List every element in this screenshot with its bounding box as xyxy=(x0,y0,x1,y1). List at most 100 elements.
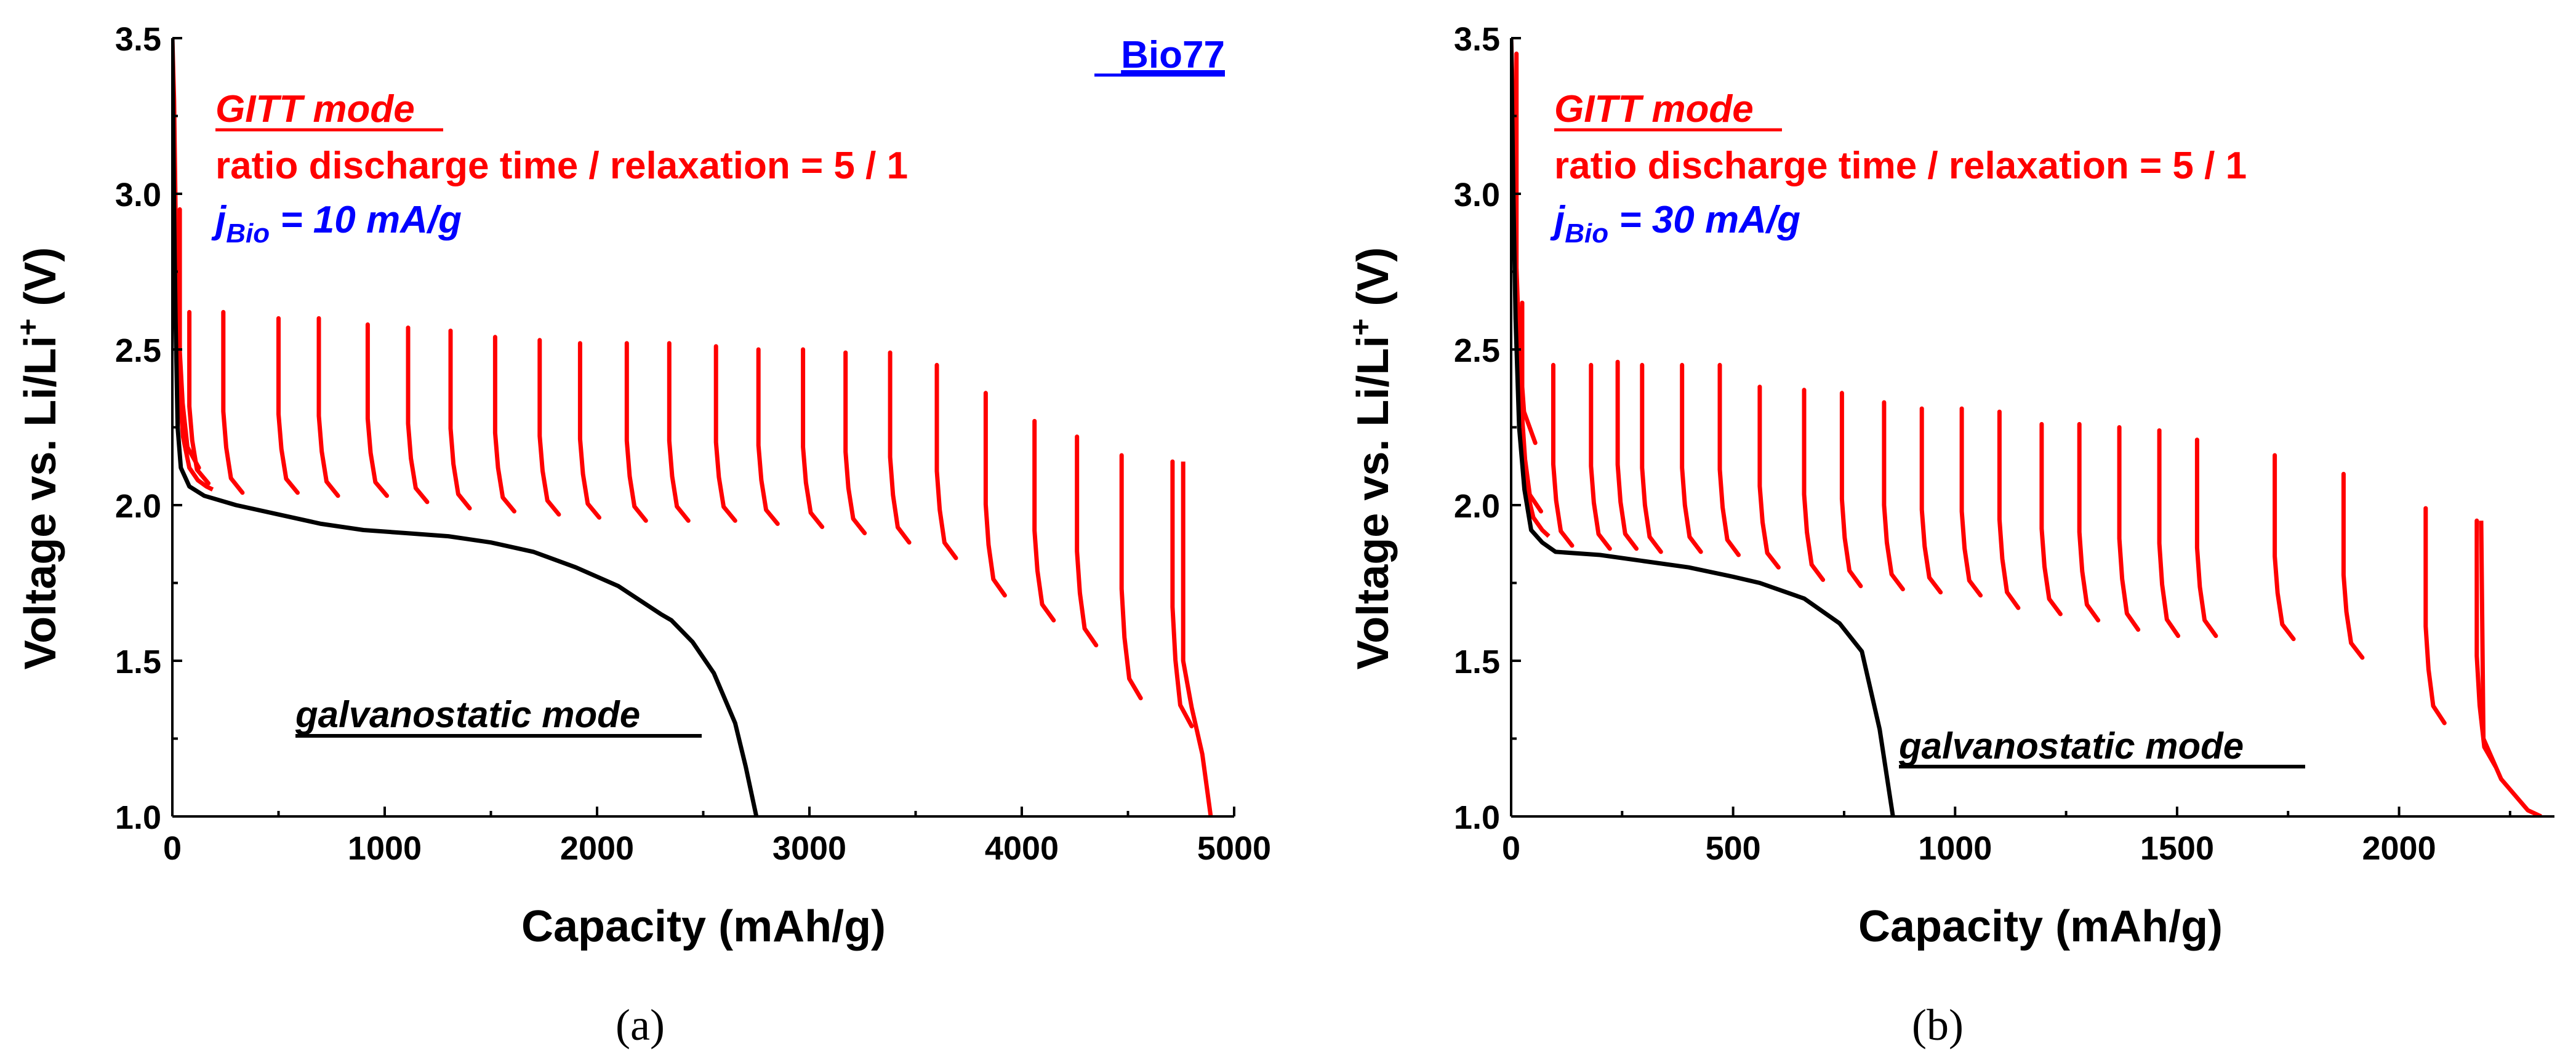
y-axis-title-unit: (V) xyxy=(16,247,65,319)
current-density-label: jBio = 30 mA/g xyxy=(1550,199,1800,249)
gitt-pulse-18 xyxy=(934,362,958,560)
y-tick-label: 3.5 xyxy=(115,21,161,58)
y-tick-label: 2.0 xyxy=(1454,488,1500,525)
gitt-tail-curve xyxy=(2479,521,2542,816)
gitt-pulse-6 xyxy=(406,325,430,505)
gitt-pulse-21 xyxy=(2341,471,2365,660)
gitt-pulse-9 xyxy=(1802,388,1826,582)
j-value: = 10 mA/g xyxy=(270,199,462,241)
x-tick-label: 5000 xyxy=(1197,830,1271,867)
gitt-pulse-20 xyxy=(2273,453,2296,642)
panel-a-axes: 0 1000 2000 3000 4000 5000 1.0 1.5 2.0 2.5 3.0 3.5 xyxy=(115,21,1271,867)
galvanostatic-label: galvanostatic mode xyxy=(1898,725,2244,767)
y-axis-title-sup: + xyxy=(12,319,45,336)
y-axis-title-main: Voltage vs. Li/Li xyxy=(16,336,65,670)
x-tick-label: 1500 xyxy=(2140,830,2214,867)
j-symbol: j xyxy=(1550,199,1566,241)
gitt-pulse-15 xyxy=(2039,421,2063,616)
j-symbol: j xyxy=(211,199,227,241)
gitt-pulse-15 xyxy=(801,347,825,529)
gitt-pulse-0 xyxy=(177,207,201,470)
y-axis-title-main: Voltage vs. Li/Li xyxy=(1349,336,1398,670)
gitt-pulse-16 xyxy=(843,350,867,535)
gitt-pulse-22 xyxy=(1119,453,1143,701)
gitt-pulse-13 xyxy=(1959,406,1983,598)
gitt-pulse-17 xyxy=(888,350,912,545)
gitt-pulse-23 xyxy=(1170,459,1194,728)
gitt-tail-curve xyxy=(1181,461,1213,816)
x-tick-label: 3000 xyxy=(772,830,846,867)
y-axis-title-unit: (V) xyxy=(1349,247,1398,319)
gitt-pulse-5 xyxy=(1640,362,1663,554)
gitt-pulse-8 xyxy=(492,335,516,514)
panel-label-a: (a) xyxy=(616,1000,665,1050)
gitt-pulse-1 xyxy=(1520,300,1543,514)
gitt-pulse-3 xyxy=(276,316,300,495)
gitt-pulse-18 xyxy=(2157,428,2181,638)
x-tick-label: 500 xyxy=(1706,830,1761,867)
galvanostatic-curve xyxy=(1511,38,1895,816)
j-subscript: Bio xyxy=(1565,218,1608,249)
gitt-pulse-10 xyxy=(577,341,601,520)
panel-b: 0 500 1000 1500 2000 1.0 1.5 2.0 2.5 3.0 3.5 GITT … xyxy=(1345,21,2554,1050)
y-tick-label: 2.5 xyxy=(115,332,161,369)
x-tick-label: 1000 xyxy=(1918,830,1992,867)
ratio-label: ratio discharge time / relaxation = 5 / … xyxy=(1554,145,2247,187)
panel-a: 0 1000 2000 3000 4000 50001.01.52.02.53.03.5 … xyxy=(12,21,1271,1050)
gitt-pulse-22 xyxy=(2423,506,2447,725)
plot-area xyxy=(172,38,1213,816)
y-tick-label: 2.5 xyxy=(1454,332,1500,369)
gitt-pulse-6 xyxy=(1680,362,1703,554)
gitt-pulse-5 xyxy=(365,322,389,498)
gitt-pulse-2 xyxy=(1551,362,1575,548)
gitt-pulse-19 xyxy=(2194,437,2218,638)
gitt-pulse-14 xyxy=(756,347,780,526)
gitt-pulse-20 xyxy=(1032,418,1056,623)
gitt-pulse-10 xyxy=(1839,391,1863,589)
gitt-pulse-17 xyxy=(2117,425,2141,632)
gitt-pulse-19 xyxy=(983,391,1007,598)
y-tick-label: 2.0 xyxy=(115,488,161,525)
current-density-label: jBio = 10 mA/g xyxy=(211,199,462,249)
gitt-pulse-13 xyxy=(713,344,737,523)
y-tick-label: 3.0 xyxy=(115,177,161,213)
y-tick-label: 1.5 xyxy=(115,644,161,680)
ratio-label: ratio discharge time / relaxation = 5 / … xyxy=(215,145,908,187)
y-tick-label: 1.5 xyxy=(1454,644,1500,680)
gitt-pulse-21 xyxy=(1075,434,1099,648)
gitt-pulse-1 xyxy=(187,309,211,486)
gitt-pulse-16 xyxy=(2077,421,2101,623)
gitt-pulse-12 xyxy=(1919,406,1943,595)
panel-b-axes: 0 500 1000 1500 2000 1.0 1.5 2.0 2.5 3.0 3.5 xyxy=(1454,21,2554,867)
gitt-pulse-4 xyxy=(1615,359,1639,551)
galvanostatic-curve xyxy=(172,38,759,816)
gitt-pulse-11 xyxy=(624,341,648,523)
x-tick-label: 1000 xyxy=(348,830,422,867)
gitt-pulse-0 xyxy=(1514,51,1538,445)
j-subscript: Bio xyxy=(226,218,270,249)
gitt-mode-label: GITT mode xyxy=(1554,88,1754,130)
gitt-pulse-8 xyxy=(1757,385,1781,570)
y-tick-label: 1.0 xyxy=(115,799,161,836)
x-axis-title: Capacity (mAh/g) xyxy=(1858,902,2223,951)
gitt-mode-label: GITT mode xyxy=(215,88,415,130)
gitt-pulse-3 xyxy=(1589,362,1612,551)
x-tick-label: 4000 xyxy=(985,830,1059,867)
x-tick-label: 0 xyxy=(163,830,182,867)
gitt-pulse-7 xyxy=(1717,362,1741,557)
y-axis-title: Voltage vs. Li/Li+ (V) xyxy=(12,247,65,670)
panel-b-lines xyxy=(1511,38,2542,816)
panel-a-lines xyxy=(172,38,1213,816)
x-tick-label: 2000 xyxy=(2362,830,2436,867)
y-tick-label: 1.0 xyxy=(1454,799,1500,836)
j-value: = 30 mA/g xyxy=(1608,199,1800,241)
gitt-pulse-2 xyxy=(221,309,245,495)
panel-label-b: (b) xyxy=(1912,1000,1964,1050)
gitt-pulse-11 xyxy=(1882,400,1905,592)
y-tick-label: 3.0 xyxy=(1454,177,1500,213)
gitt-pulse-9 xyxy=(537,338,561,517)
gitt-pulse-12 xyxy=(667,341,691,523)
x-axis-title: Capacity (mAh/g) xyxy=(521,902,886,951)
y-tick-label: 3.5 xyxy=(1454,21,1500,58)
